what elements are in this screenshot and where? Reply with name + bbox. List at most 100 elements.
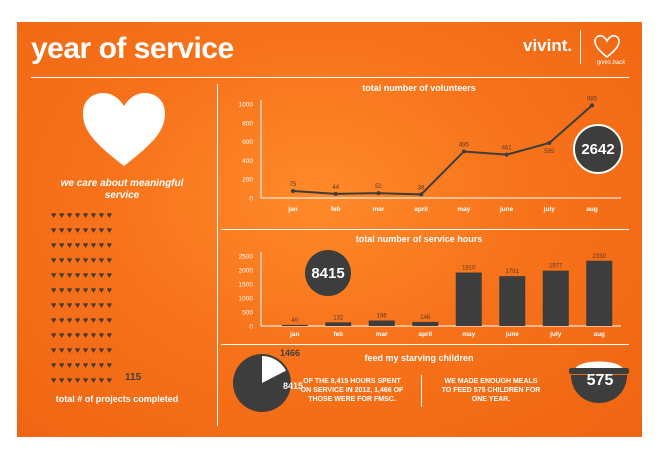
- x-tick-label: april: [418, 331, 432, 338]
- project-hearts-grid: ♥♥♥♥♥♥♥♥ ♥♥♥♥♥♥♥♥ ♥♥♥♥♥♥♥♥ ♥♥♥♥♥♥♥♥ ♥♥♥♥♥♥♥♥…: [51, 208, 171, 388]
- data-point: [547, 141, 552, 146]
- small-heart-icon: ♥: [74, 360, 83, 370]
- fmsc-description: OF THE 8,415 HOURS SPENT ON SERVICE IN 2…: [300, 378, 404, 403]
- x-tick-label: feb: [333, 331, 343, 338]
- y-tick-label: 2500: [239, 254, 254, 261]
- small-heart-icon: ♥: [51, 300, 59, 310]
- brand-divider: [580, 30, 581, 64]
- small-heart-icon: ♥: [51, 345, 59, 355]
- small-heart-icon: ♥: [74, 330, 83, 340]
- hours-chart-title: total number of service hours: [355, 234, 483, 244]
- small-heart-icon: ♥: [98, 300, 107, 310]
- small-heart-icon: ♥: [98, 240, 107, 250]
- small-heart-icon: ♥: [98, 375, 107, 385]
- bar: [281, 324, 308, 326]
- data-point: [461, 149, 466, 154]
- small-heart-icon: ♥: [98, 210, 107, 220]
- data-point: [590, 103, 594, 108]
- small-heart-icon: ♥: [51, 225, 59, 235]
- small-heart-icon: ♥: [90, 375, 99, 385]
- data-point: [291, 188, 295, 193]
- header-divider: [31, 77, 629, 78]
- small-heart-icon: ♥: [58, 315, 67, 325]
- small-heart-icon: ♥: [106, 270, 115, 280]
- data-point: [376, 191, 381, 196]
- bar: [412, 321, 439, 326]
- heart-row: ♥♥♥♥♥♥♥♥: [51, 343, 171, 358]
- small-heart-icon: ♥: [82, 225, 91, 235]
- section-divider: [221, 229, 629, 230]
- small-heart-icon: ♥: [58, 210, 67, 220]
- small-heart-icon: ♥: [74, 240, 83, 250]
- small-heart-icon: ♥: [106, 315, 115, 325]
- small-heart-icon: ♥: [58, 330, 67, 340]
- section-divider: [221, 344, 629, 345]
- small-heart-icon: ♥: [58, 300, 67, 310]
- small-heart-icon: ♥: [90, 300, 99, 310]
- y-tick-label: 1500: [239, 282, 254, 289]
- small-heart-icon: ♥: [106, 240, 115, 250]
- heart-row: ♥♥♥♥♥♥♥♥: [51, 223, 171, 238]
- small-heart-icon: ♥: [98, 345, 107, 355]
- x-tick-label: june: [505, 331, 520, 338]
- y-tick-label: 0: [249, 196, 253, 203]
- pie-part-label: 1466: [280, 348, 301, 358]
- small-heart-icon: ♥: [98, 360, 107, 370]
- heart-row: ♥♥♥♥♥♥♥♥: [51, 298, 171, 313]
- data-label: 585: [544, 149, 555, 155]
- small-heart-icon: ♥: [98, 255, 107, 265]
- small-heart-icon: ♥: [66, 270, 75, 280]
- pie-fmsc-slice: [262, 356, 286, 383]
- small-heart-icon: ♥: [98, 330, 107, 340]
- hours-bar-chart: 0 500 1000 1500 2000 2500 40 jan 132 feb 196 mar 146…: [239, 252, 621, 338]
- heart-row: ♥♥♥♥♥♥♥♥: [51, 313, 171, 328]
- small-heart-icon: ♥: [66, 210, 75, 220]
- data-label: 461: [502, 146, 513, 152]
- data-label: 196: [377, 314, 388, 320]
- heart-row: ♥♥♥♥♥♥♥♥: [51, 208, 171, 223]
- small-heart-icon: ♥: [106, 255, 115, 265]
- bar: [368, 320, 395, 326]
- small-heart-icon: ♥: [51, 240, 59, 250]
- data-label: 40: [291, 318, 298, 324]
- small-heart-icon: ♥: [66, 300, 75, 310]
- small-heart-icon: ♥: [106, 360, 115, 370]
- small-heart-icon: ♥: [98, 315, 107, 325]
- data-label: 985: [587, 96, 598, 102]
- small-heart-icon: ♥: [106, 225, 115, 235]
- data-point: [419, 192, 424, 197]
- y-tick-label: 500: [242, 310, 253, 317]
- small-heart-icon: ♥: [106, 285, 115, 295]
- small-heart-icon: ♥: [66, 255, 75, 265]
- data-label: 44: [332, 185, 339, 191]
- small-heart-icon: ♥: [82, 300, 91, 310]
- feed-divider: [421, 375, 422, 407]
- small-heart-icon: ♥: [82, 270, 91, 280]
- bar: [542, 270, 569, 326]
- meals-description: WE MADE ENOUGH MEALS TO FEED 575 CHILDRE…: [441, 378, 541, 403]
- x-tick-label: may: [462, 331, 475, 338]
- data-point: [504, 152, 509, 157]
- small-heart-icon: ♥: [74, 315, 83, 325]
- small-heart-icon: ♥: [66, 240, 75, 250]
- y-tick-label: 600: [242, 139, 253, 146]
- bar: [325, 322, 352, 326]
- small-heart-icon: ♥: [58, 285, 67, 295]
- small-heart-icon: ♥: [66, 285, 75, 295]
- bar: [499, 276, 526, 326]
- data-label: 38: [418, 185, 425, 191]
- small-heart-icon: ♥: [51, 255, 59, 265]
- y-tick-label: 0: [249, 324, 253, 331]
- x-tick-label: june: [499, 206, 514, 213]
- x-tick-label: aug: [586, 206, 598, 213]
- small-heart-icon: ♥: [51, 210, 59, 220]
- small-heart-icon: ♥: [90, 345, 99, 355]
- small-heart-icon: ♥: [74, 300, 83, 310]
- data-label: 132: [333, 315, 344, 321]
- small-heart-icon: ♥: [98, 225, 107, 235]
- data-label: 52: [375, 184, 382, 190]
- small-heart-icon: ♥: [90, 240, 99, 250]
- volunteers-chart-title: total number of volunteers: [362, 83, 476, 93]
- small-heart-icon: ♥: [66, 375, 75, 385]
- small-heart-icon: ♥: [90, 330, 99, 340]
